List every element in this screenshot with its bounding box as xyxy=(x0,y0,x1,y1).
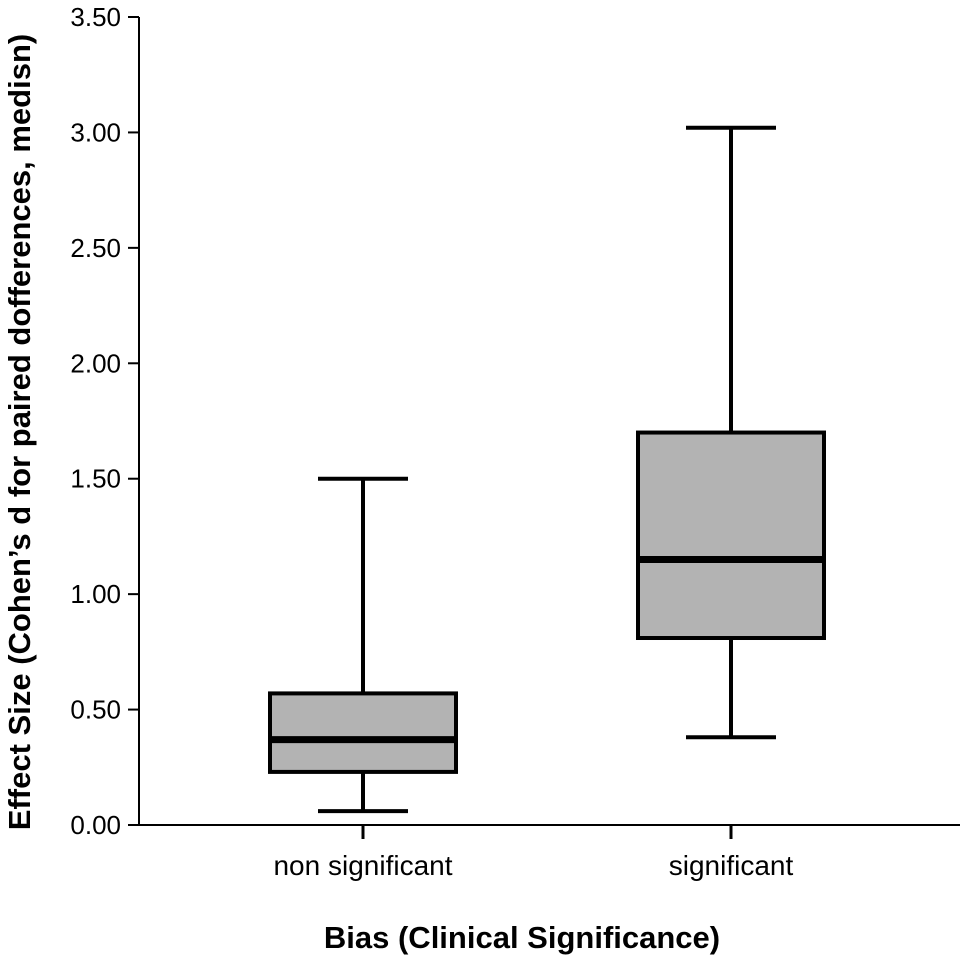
y-tick-label: 3.50 xyxy=(70,2,121,32)
x-axis: non significant significant xyxy=(139,824,960,881)
y-tick-label: 0.50 xyxy=(70,695,121,725)
y-tick-label: 2.00 xyxy=(70,348,121,378)
box-non-significant xyxy=(268,476,458,814)
y-tick-label: 0.00 xyxy=(70,810,121,840)
box-significant xyxy=(636,125,826,740)
y-tick-label: 2.50 xyxy=(70,233,121,263)
y-tick-label: 1.00 xyxy=(70,579,121,609)
iqr-box xyxy=(636,430,826,641)
y-tick-label: 3.00 xyxy=(70,117,121,147)
y-axis-title: Effect Size (Cohen’s d for paired doffer… xyxy=(2,34,37,830)
iqr-box xyxy=(268,691,458,774)
y-tick-label: 1.50 xyxy=(70,464,121,494)
x-category-label: significant xyxy=(669,850,794,881)
x-axis-title: Bias (Clinical Significance) xyxy=(324,920,720,955)
y-axis: 0.00 0.50 1.00 1.50 2.00 2.50 3.00 3.50 xyxy=(70,2,140,840)
boxes-layer xyxy=(268,125,826,814)
x-category-label: non significant xyxy=(273,850,452,881)
